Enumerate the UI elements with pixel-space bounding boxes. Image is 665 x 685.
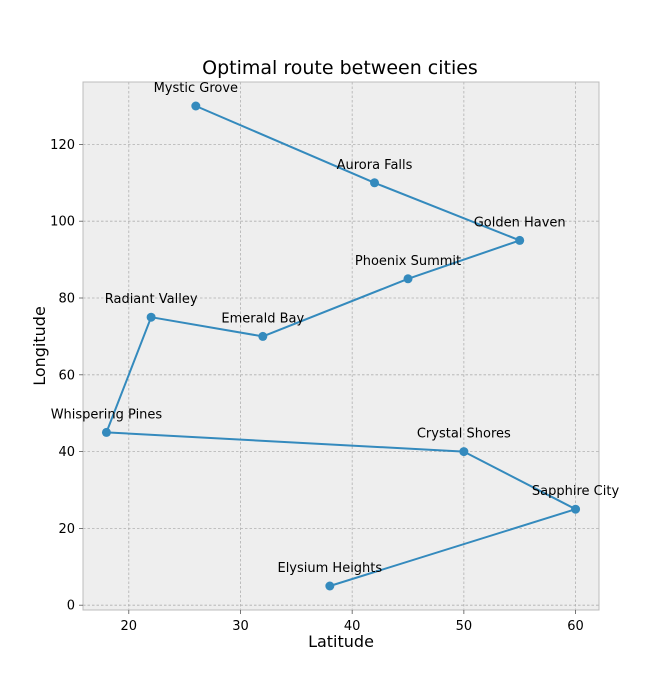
grid-lines [83, 82, 599, 610]
plot-area [83, 82, 599, 610]
route-point [325, 581, 335, 591]
chart-title: Optimal route between cities [202, 57, 478, 79]
route-point [191, 101, 201, 111]
route-point [258, 331, 268, 341]
city-label: Mystic Grove [154, 81, 238, 96]
x-tick-label: 30 [232, 619, 249, 634]
city-label: Golden Haven [474, 215, 566, 230]
city-label: Elysium Heights [277, 561, 382, 576]
y-tick-label: 0 [67, 599, 75, 614]
route-point [146, 312, 156, 322]
city-label: Radiant Valley [105, 292, 198, 307]
route-point [101, 427, 111, 437]
y-tick-label: 60 [58, 368, 75, 383]
y-tick-label: 80 [58, 292, 75, 307]
city-label: Emerald Bay [221, 311, 304, 326]
city-label: Crystal Shores [417, 427, 511, 442]
y-tick-label: 120 [50, 138, 75, 153]
plot-frame [82, 81, 600, 611]
route-point [571, 504, 581, 514]
route-line [105, 105, 577, 587]
plot-border [82, 81, 600, 611]
city-label: Whispering Pines [51, 407, 163, 422]
route-point [370, 178, 380, 188]
y-axis-label: Longitude [30, 306, 49, 386]
x-axis-label: Latitude [308, 632, 374, 651]
route-point [515, 235, 525, 245]
x-tick-label: 40 [344, 619, 361, 634]
x-axis-ticks: 20 30 40 50 60 [121, 610, 584, 634]
route-point [459, 447, 469, 457]
y-axis-ticks: 0 20 40 60 80 100 120 [50, 138, 83, 614]
x-tick-label: 50 [456, 619, 473, 634]
route-series [101, 101, 581, 591]
city-label: Phoenix Summit [355, 254, 461, 269]
y-tick-label: 100 [50, 215, 75, 230]
city-labels: Mystic Grove Aurora Falls Golden Haven Phoe… [51, 81, 620, 576]
city-label: Sapphire City [532, 484, 620, 499]
city-label: Aurora Falls [337, 158, 413, 173]
x-tick-label: 20 [121, 619, 138, 634]
route-point [403, 274, 413, 284]
y-tick-label: 40 [58, 445, 75, 460]
x-tick-label: 60 [567, 619, 584, 634]
y-tick-label: 20 [58, 522, 75, 537]
